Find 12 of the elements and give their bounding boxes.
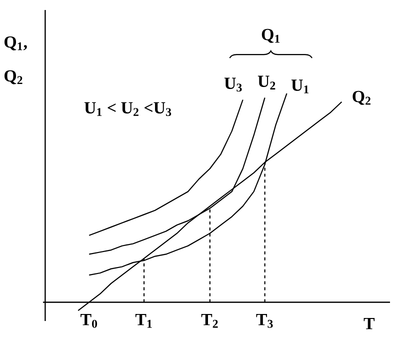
annotation: U$_{1}$ < U$_{2}$ <U$_{3}$ (84, 102, 172, 116)
text: Q$_{1}$, Q$_{2}$ (4, 36, 27, 84)
legend-label: U$_{2}$ (258, 76, 276, 90)
x-tick-label: T$_{3}$ (256, 314, 273, 328)
x-tick-label: T$_{2}$ (201, 314, 218, 328)
series-label: U$_{1}$ (291, 80, 309, 94)
x-axis-title: T (364, 318, 375, 330)
text: Q$_{1}$ (262, 28, 280, 43)
x-tick-label: T$_{1}$ (135, 314, 152, 328)
series-label: Q$_{2}$ (352, 90, 370, 105)
x-tick-label: T$_{0}$ (80, 314, 98, 328)
series-label: U$_{3}$ (224, 78, 242, 92)
